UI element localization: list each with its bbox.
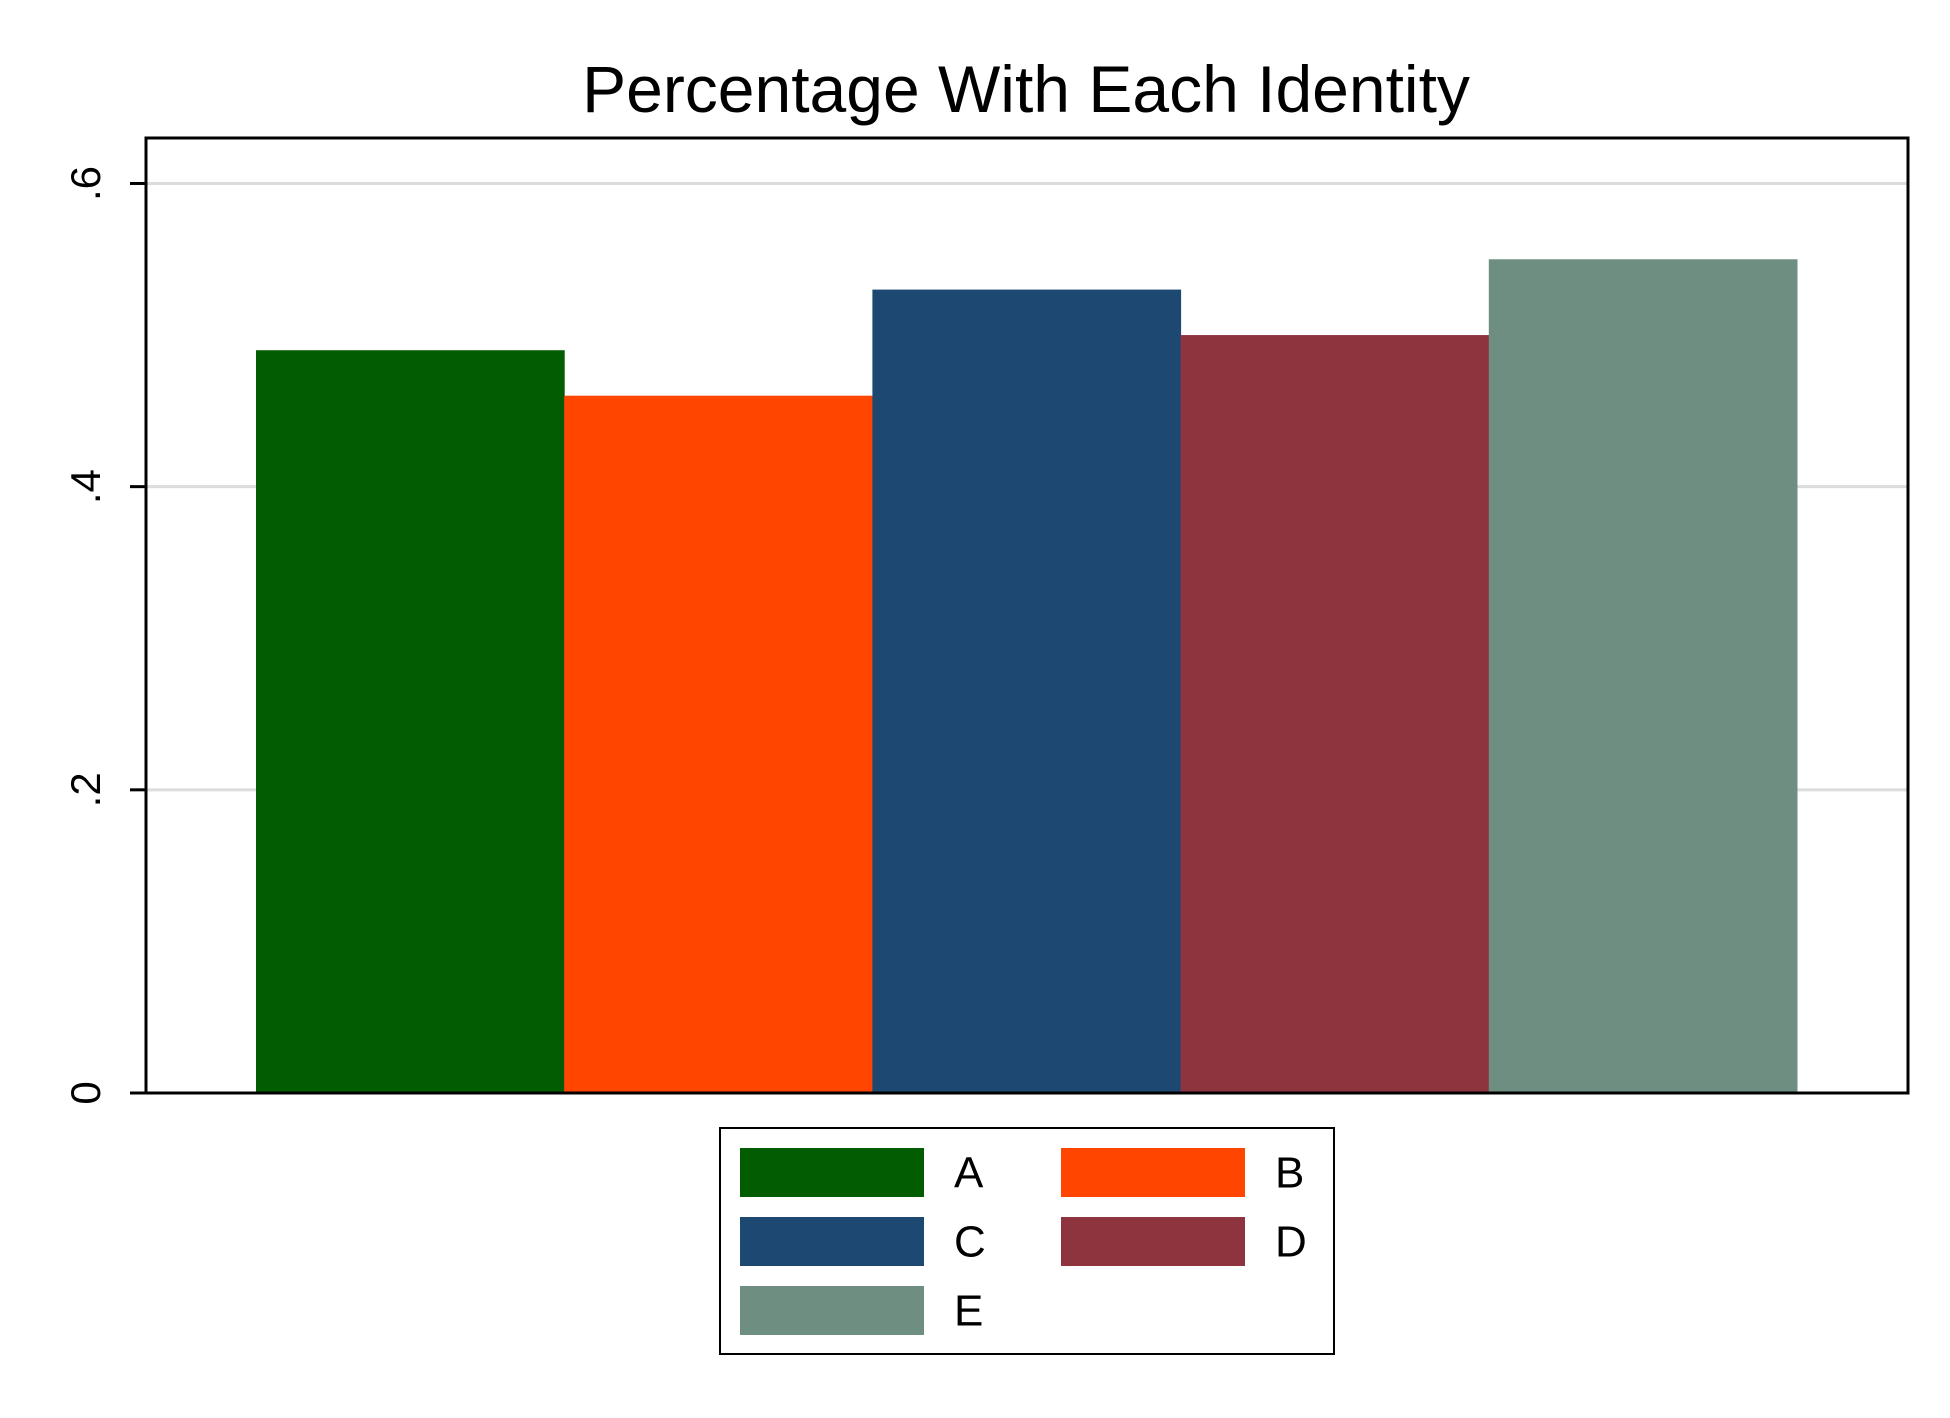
legend-label-e: E [954, 1287, 983, 1336]
bar-e [1488, 259, 1798, 1093]
y-tick-label: 0 [62, 1081, 109, 1104]
y-tick-label: .2 [62, 772, 109, 807]
legend-swatch-e [740, 1286, 924, 1335]
chart-title: Percentage With Each Identity [582, 52, 1470, 126]
legend-label-b: B [1275, 1149, 1304, 1198]
bar-c [872, 289, 1182, 1094]
bars [256, 259, 1798, 1094]
legend-label-a: A [954, 1149, 984, 1198]
legend-swatch-c [740, 1217, 924, 1266]
legend-label-c: C [954, 1218, 986, 1267]
bar-a [256, 350, 565, 1093]
legend: A B C D E [719, 1127, 1335, 1355]
bar-d [1180, 335, 1490, 1094]
bar-b [564, 395, 873, 1093]
legend-swatch-b [1061, 1148, 1245, 1197]
y-tick-label: .4 [62, 469, 109, 504]
y-axis: 0 .2 .4 .6 [62, 166, 146, 1105]
legend-swatch-a [740, 1148, 924, 1197]
legend-swatch-d [1061, 1217, 1245, 1266]
legend-label-d: D [1275, 1218, 1307, 1267]
y-tick-label: .6 [62, 166, 109, 201]
plot-frame [144, 136, 1910, 1095]
